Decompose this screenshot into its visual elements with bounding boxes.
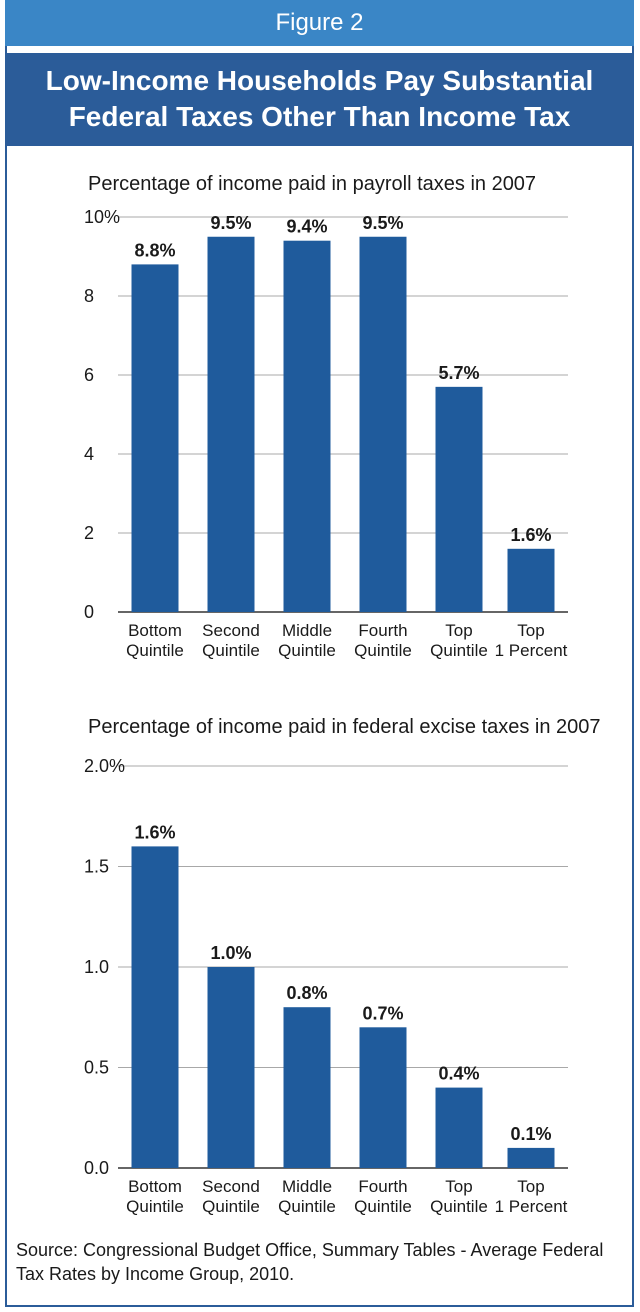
header-title-line-2: Federal Taxes Other Than Income Tax (68, 101, 571, 132)
category-label: Quintile (430, 641, 488, 660)
category-label: 1 Percent (495, 641, 568, 660)
bar (283, 240, 331, 612)
data-label: 9.5% (362, 213, 403, 233)
bar (435, 1087, 483, 1168)
figure-header: Low-Income Households Pay Substantial Fe… (5, 53, 634, 146)
category-label: Top (517, 621, 544, 640)
data-label: 0.7% (362, 1003, 403, 1023)
data-label: 0.8% (286, 983, 327, 1003)
data-label: 8.8% (134, 240, 175, 260)
y-tick-label: 8 (84, 286, 94, 306)
bar (131, 846, 179, 1168)
y-tick-label: 0.0 (84, 1158, 109, 1178)
bar (207, 967, 255, 1168)
category-label: Quintile (354, 1197, 412, 1216)
y-tick-label: 2.0% (84, 756, 125, 776)
bar (507, 1147, 555, 1168)
y-tick-label: 1.5 (84, 857, 109, 877)
header-title-line-1: Low-Income Households Pay Substantial (45, 65, 594, 96)
bar (359, 1027, 407, 1168)
category-label: Quintile (430, 1197, 488, 1216)
y-tick-label: 0.5 (84, 1058, 109, 1078)
data-label: 1.0% (210, 943, 251, 963)
data-label: 1.6% (134, 822, 175, 842)
category-label: Quintile (202, 1197, 260, 1216)
y-tick-label: 0 (84, 602, 94, 622)
bar (435, 386, 483, 612)
chart-title: Percentage of income paid in federal exc… (88, 716, 601, 738)
y-tick-label: 6 (84, 365, 94, 385)
data-label: 9.4% (286, 217, 327, 237)
bar (507, 548, 555, 612)
category-label: Quintile (126, 1197, 184, 1216)
category-label: Second (202, 621, 260, 640)
bar (131, 264, 179, 612)
category-label: Quintile (354, 641, 412, 660)
category-label: Top (445, 1177, 472, 1196)
category-label: 1 Percent (495, 1197, 568, 1216)
data-label: 0.1% (510, 1124, 551, 1144)
category-label: Middle (282, 621, 332, 640)
category-label: Bottom (128, 1177, 182, 1196)
data-label: 9.5% (210, 213, 251, 233)
y-tick-label: 10% (84, 207, 120, 227)
excise-tax-chart: Percentage of income paid in federal exc… (84, 716, 601, 1216)
data-label: 5.7% (438, 363, 479, 383)
category-label: Quintile (202, 641, 260, 660)
data-label: 1.6% (510, 525, 551, 545)
y-tick-label: 2 (84, 523, 94, 543)
bar (207, 236, 255, 612)
category-label: Quintile (278, 641, 336, 660)
figure-label: Figure 2 (5, 0, 634, 46)
bar (283, 1007, 331, 1168)
payroll-tax-chart: Percentage of income paid in payroll tax… (84, 173, 568, 660)
data-label: 0.4% (438, 1064, 479, 1084)
chart-title: Percentage of income paid in payroll tax… (88, 173, 536, 195)
source-note: Source: Congressional Budget Office, Sum… (16, 1240, 604, 1284)
y-tick-label: 1.0 (84, 957, 109, 977)
category-label: Second (202, 1177, 260, 1196)
category-label: Top (517, 1177, 544, 1196)
category-label: Top (445, 621, 472, 640)
category-label: Fourth (358, 1177, 407, 1196)
category-label: Quintile (126, 641, 184, 660)
category-label: Fourth (358, 621, 407, 640)
category-label: Middle (282, 1177, 332, 1196)
bar (359, 236, 407, 612)
y-tick-label: 4 (84, 444, 94, 464)
category-label: Bottom (128, 621, 182, 640)
category-label: Quintile (278, 1197, 336, 1216)
